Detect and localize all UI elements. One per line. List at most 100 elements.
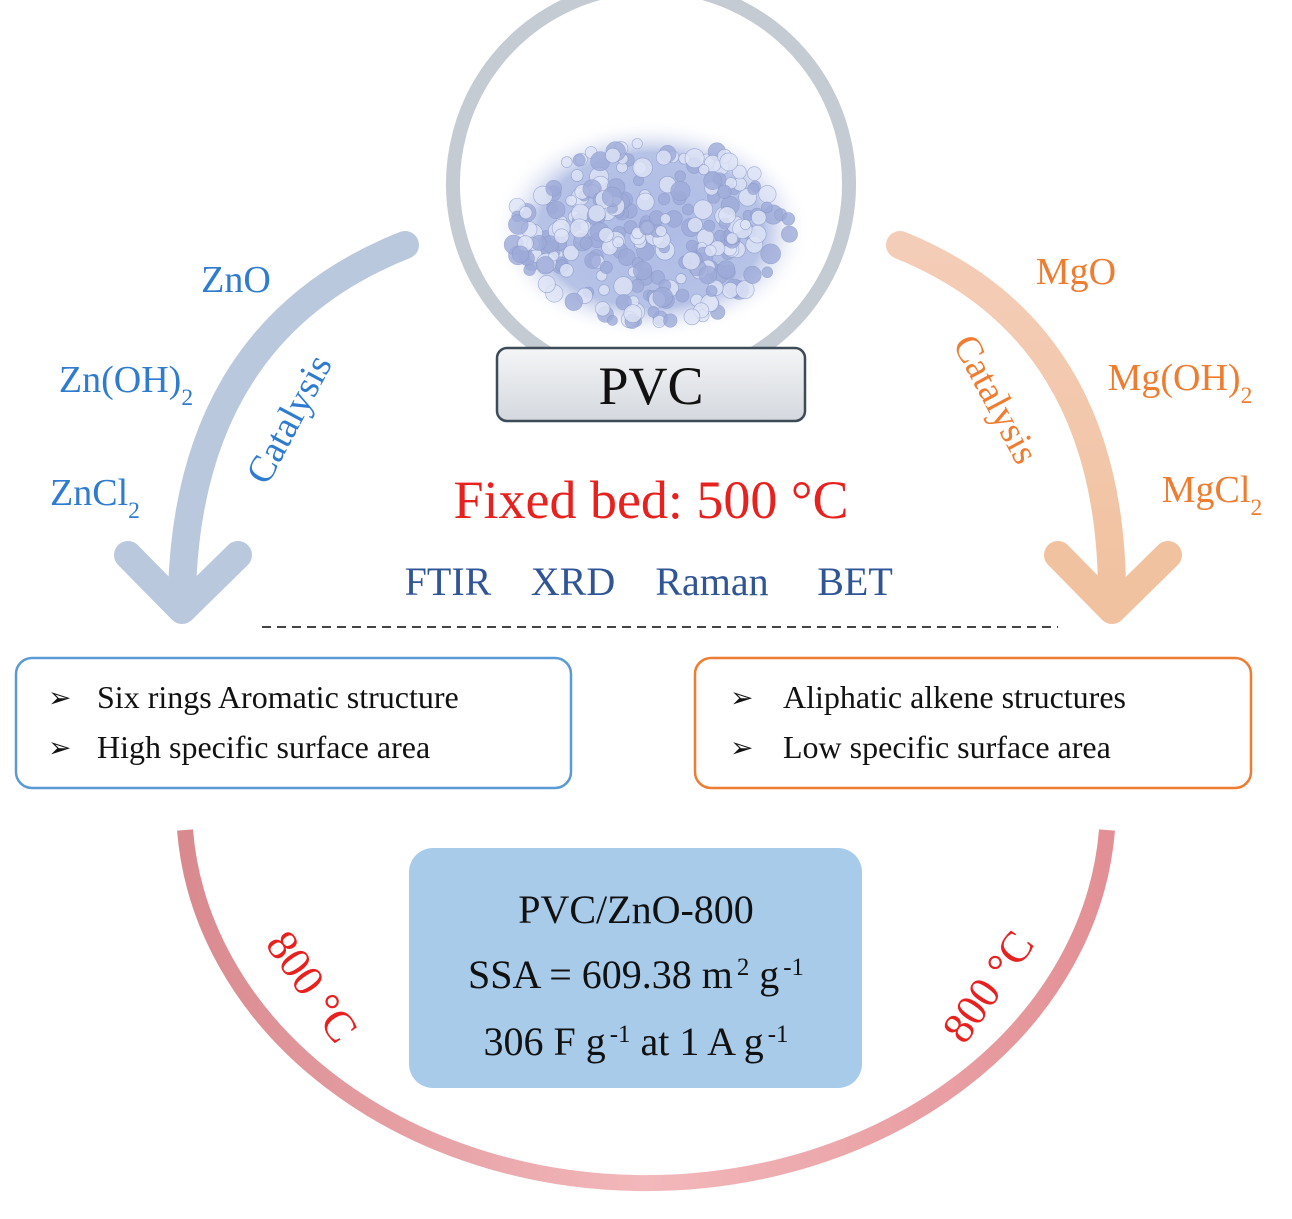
granule (612, 236, 624, 248)
granule (740, 219, 751, 230)
granule (598, 227, 614, 243)
text-segment: 2 (1241, 383, 1253, 409)
granule (553, 228, 570, 244)
granule (623, 304, 643, 324)
granule (657, 192, 671, 206)
feature: Aliphatic alkene structures (783, 679, 1126, 715)
technique: Raman (655, 559, 768, 604)
granule (674, 170, 686, 182)
granule (682, 203, 694, 216)
granule (599, 260, 613, 274)
granule (595, 301, 611, 317)
pvc-box (495, 346, 807, 423)
granule (508, 214, 529, 235)
granule (703, 219, 716, 232)
text-segment: SSA = 609.38 m (468, 952, 733, 997)
granule (570, 169, 584, 182)
text-segment: 2 (737, 954, 749, 981)
bullet-icon: ➢ (730, 683, 753, 714)
feature: High specific surface area (97, 729, 430, 765)
granule (545, 180, 563, 197)
bullet-icon: ➢ (48, 683, 71, 714)
granule (718, 206, 736, 224)
granule (717, 184, 732, 200)
text-segment: Mg(OH) (1108, 357, 1241, 399)
granule (660, 213, 671, 225)
granule (647, 306, 660, 318)
text-segment: -1 (783, 954, 804, 981)
granule (687, 217, 703, 233)
feature: Six rings Aromatic structure (97, 679, 459, 715)
granule (683, 308, 701, 326)
technique: BET (817, 559, 893, 604)
text-segment: at 1 A g (640, 1019, 763, 1064)
catalyst: MgO (1036, 251, 1116, 293)
right-feature-box (693, 656, 1253, 790)
feature: Low specific surface area (783, 729, 1111, 765)
granule (670, 180, 691, 201)
text-segment: 306 F g (484, 1019, 606, 1064)
granule (547, 200, 566, 220)
catalyst: Mg(OH)2 (1108, 357, 1253, 409)
result-line: SSA = 609.38 m 2 g -1 (468, 952, 804, 997)
ring (446, 0, 856, 367)
catalyst: MgCl2 (1162, 469, 1262, 521)
granule (732, 164, 747, 180)
granule (584, 252, 601, 269)
granule (685, 239, 699, 253)
granule (633, 261, 653, 281)
granule (747, 182, 760, 195)
result-box (409, 848, 862, 1088)
catalyst: ZnO (201, 259, 271, 301)
text-segment: 2 (128, 498, 140, 524)
granule (781, 212, 796, 226)
temperature: 800 °C (933, 922, 1044, 1052)
text-segment: g (759, 952, 779, 997)
granule (561, 156, 573, 168)
text-segment: MgO (1036, 251, 1116, 293)
granule (681, 251, 701, 271)
granule (663, 313, 678, 328)
text-segment: 2 (181, 385, 193, 411)
granule (684, 148, 705, 169)
granule (569, 218, 590, 239)
granule (587, 204, 606, 223)
granule (636, 192, 655, 212)
granule (655, 149, 672, 166)
left-arrow-head (114, 541, 252, 624)
text-segment: ZnCl (50, 472, 128, 514)
technique: FTIR (405, 559, 492, 604)
granule (639, 219, 655, 236)
granule (717, 260, 736, 279)
result-line: 306 F g -1 at 1 A g -1 (484, 1019, 789, 1064)
bottom-arc (177, 829, 1115, 1192)
granule (536, 256, 555, 275)
granule (563, 244, 580, 261)
text-segment: Zn(OH) (59, 359, 181, 401)
granule (675, 288, 690, 303)
granule (751, 209, 767, 226)
granule (559, 263, 574, 278)
granule (725, 232, 739, 245)
granule (601, 186, 623, 208)
text-segment: -1 (610, 1021, 631, 1048)
granule (758, 185, 777, 204)
granule (760, 243, 781, 265)
text-segment: PVC/ZnO-800 (518, 887, 754, 932)
granule (743, 265, 762, 284)
granule (598, 284, 610, 296)
granule (705, 285, 718, 297)
granule (675, 273, 687, 285)
text-segment: -1 (768, 1021, 789, 1048)
granule (572, 153, 586, 167)
text-segment: 2 (1250, 495, 1262, 521)
catalyst: Zn(OH)2 (59, 359, 193, 411)
catalyst: ZnCl2 (50, 472, 140, 524)
granule (652, 286, 674, 308)
left-feature-box (14, 656, 573, 790)
result-line: PVC/ZnO-800 (518, 887, 754, 932)
granule (579, 236, 593, 250)
granule (617, 248, 636, 266)
